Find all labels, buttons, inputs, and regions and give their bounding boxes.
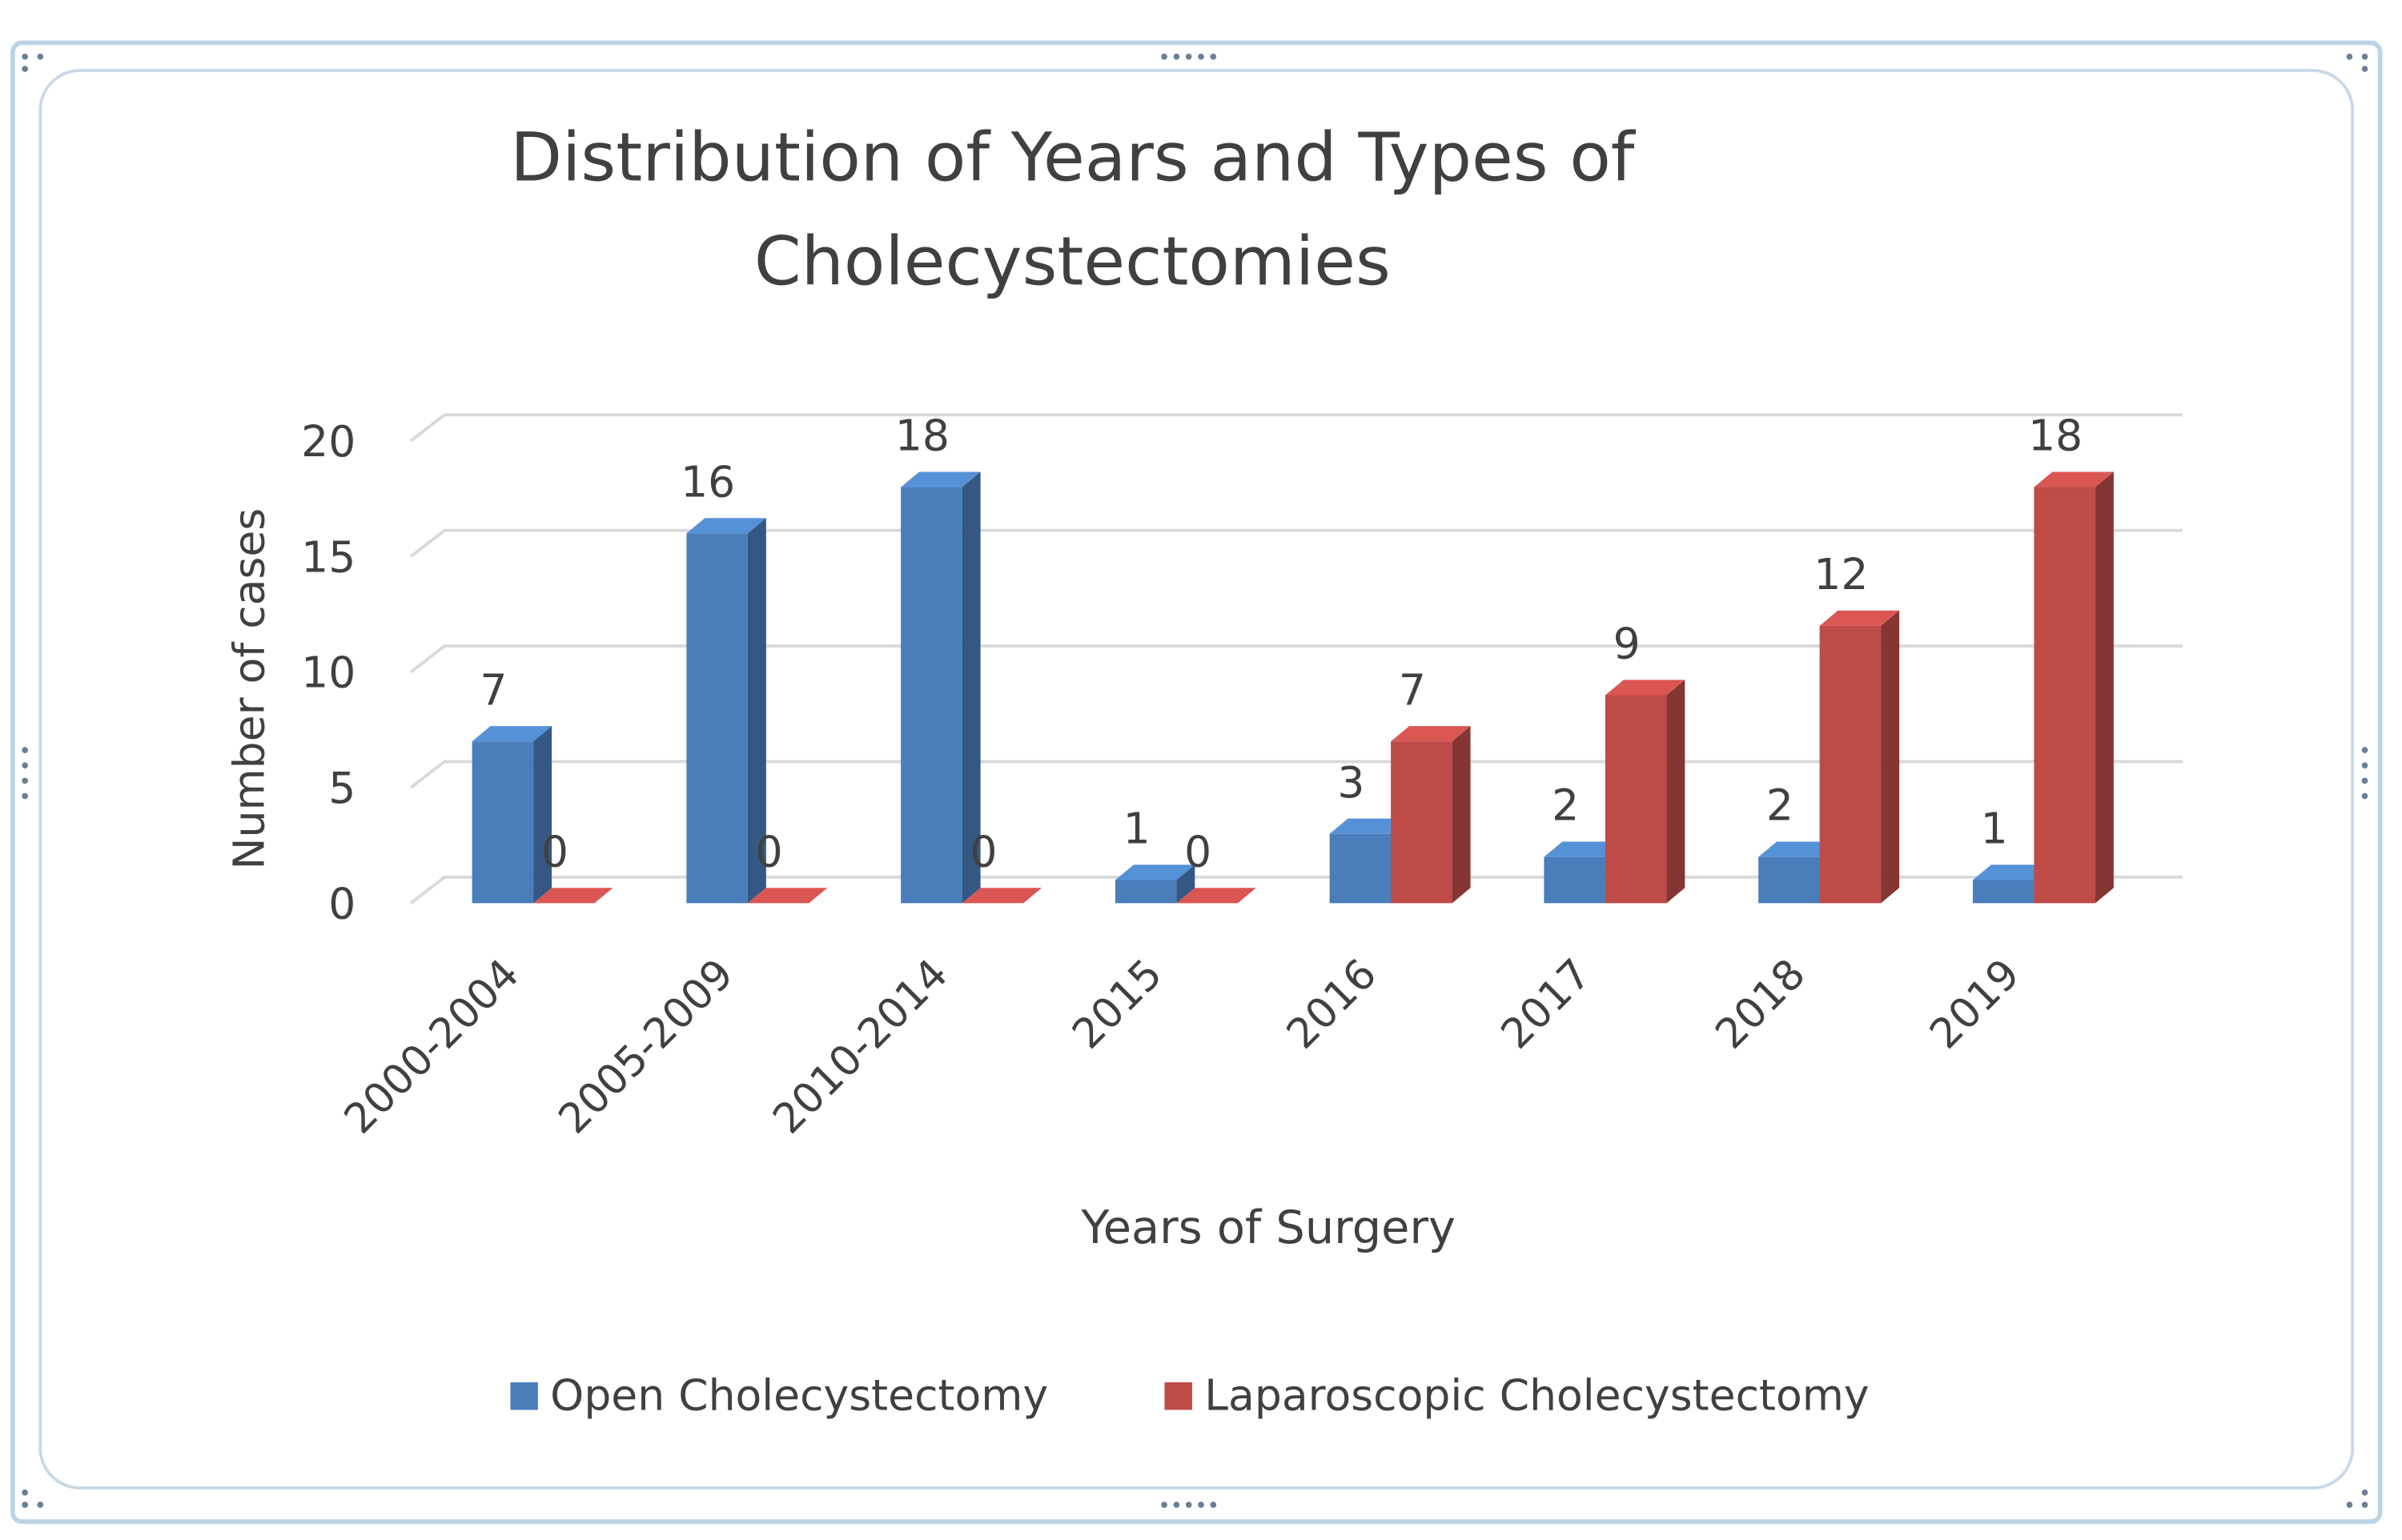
bar-top	[1391, 726, 1471, 742]
bar-front	[1544, 856, 1605, 904]
bar-side	[1881, 610, 1900, 904]
data-label: 0	[970, 826, 997, 876]
bar	[472, 726, 552, 904]
data-label: 2	[1552, 780, 1579, 831]
data-label: 16	[681, 456, 735, 507]
bar-front	[901, 487, 962, 904]
legend-label: Open Cholecystectomy	[550, 1370, 1048, 1420]
bar-side	[962, 471, 981, 904]
bar-front	[1758, 856, 1820, 904]
bar-side	[2095, 471, 2114, 904]
bar-side	[747, 518, 766, 904]
bar-front	[1115, 880, 1177, 904]
y-tick-label: 15	[301, 531, 355, 582]
bar	[901, 471, 981, 904]
bar-side	[1452, 726, 1471, 904]
data-label: 7	[1399, 664, 1426, 715]
data-label: 12	[1814, 549, 1868, 600]
bar-front	[472, 741, 534, 904]
data-label: 0	[756, 826, 783, 876]
bar-top	[533, 888, 613, 904]
grid-line	[409, 644, 2183, 674]
bar-front	[1972, 880, 2034, 904]
y-tick-label: 5	[328, 763, 355, 813]
bar	[1176, 888, 1256, 904]
bar-top	[1819, 610, 1900, 626]
bar-top	[2034, 471, 2114, 487]
data-label: 9	[1613, 619, 1641, 669]
bar-side	[1666, 680, 1685, 904]
legend-label: Laparoscopic Cholecystectomy	[1204, 1370, 1869, 1420]
y-axis-title: Number of cases	[224, 508, 275, 870]
legend-swatch	[1164, 1382, 1192, 1410]
bar-top	[1605, 680, 1685, 696]
bar	[962, 888, 1042, 904]
bar	[2034, 471, 2114, 904]
resize-handles	[22, 53, 2368, 1508]
bar-top	[1329, 818, 1410, 834]
bar-top	[686, 518, 766, 534]
data-label: 18	[895, 411, 950, 461]
bar-top	[1176, 888, 1256, 904]
grid-line	[409, 528, 2183, 558]
bar-front	[1329, 833, 1392, 904]
bar	[1115, 864, 1195, 904]
y-tick-label: 0	[328, 879, 355, 929]
bar-top	[962, 888, 1042, 904]
bar	[1605, 680, 1685, 904]
data-label: 0	[1184, 826, 1211, 876]
grid-line	[409, 413, 2183, 443]
bar-top	[1544, 841, 1624, 857]
bar-top	[1115, 864, 1195, 880]
grid-line	[409, 760, 2183, 789]
data-label: 0	[541, 826, 568, 876]
bar	[747, 888, 828, 904]
data-label: 7	[480, 664, 507, 715]
bar-side	[1176, 864, 1195, 904]
legend-swatch	[510, 1382, 538, 1410]
data-label: 1	[1981, 804, 2008, 854]
chart-area	[38, 69, 2355, 1490]
bar	[1819, 610, 1900, 904]
data-label: 3	[1337, 757, 1364, 808]
data-label: 1	[1123, 804, 1151, 854]
chart-title: Cholecystectomies	[754, 223, 1391, 301]
y-tick-label: 10	[301, 648, 355, 698]
y-tick-label: 20	[301, 416, 355, 467]
bar-top	[1758, 841, 1838, 857]
bar-top	[472, 726, 552, 742]
bar-top	[1972, 864, 2053, 880]
bar	[533, 888, 613, 904]
bar-side	[533, 726, 552, 904]
x-axis-title: Years of Surgery	[1080, 1201, 1456, 1254]
bar-top	[901, 471, 981, 487]
data-label: 18	[2028, 411, 2083, 461]
bar-front	[1391, 741, 1452, 904]
chart-title: Distribution of Years and Types of	[510, 118, 1637, 197]
data-label: 2	[1766, 780, 1793, 831]
bar-front	[2034, 487, 2095, 904]
bar-front	[1819, 625, 1882, 904]
bar-top	[747, 888, 828, 904]
bar	[1391, 726, 1471, 904]
bar-front	[1605, 695, 1667, 904]
bar	[686, 518, 766, 904]
bar-front	[686, 533, 748, 904]
